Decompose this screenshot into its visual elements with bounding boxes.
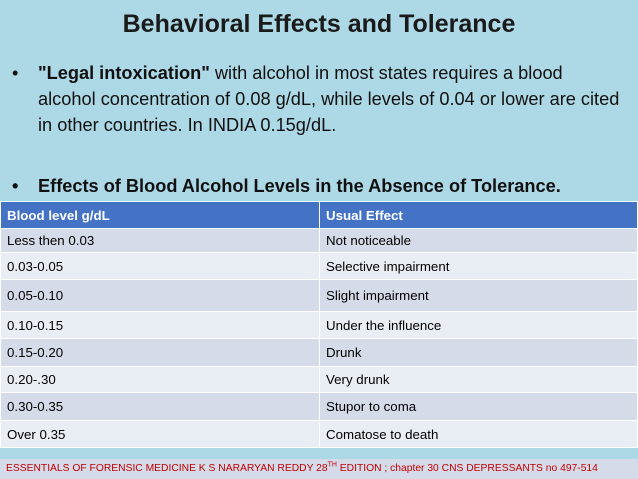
bullet-text: "Legal intoxication" with alcohol in mos… [38,60,622,138]
blood-level-cell: 0.15-0.20 [0,338,320,367]
effect-cell: Comatose to death [319,420,638,448]
bullet-dot: • [12,63,19,83]
effect-cell: Drunk [319,338,638,367]
blood-level-cell: Less then 0.03 [0,228,320,253]
table-row: 0.10-0.15 Under the influence [0,311,638,339]
citation-text: ESSENTIALS OF FORENSIC MEDICINE K S NARA… [6,463,328,474]
effect-cell: Selective impairment [319,252,638,280]
table-row: 0.03-0.05 Selective impairment [0,252,638,280]
header-blood-level: Blood level g/dL [0,201,320,229]
bullet-body: with alcohol in most states requires a b… [38,63,620,135]
effect-cell: Very drunk [319,366,638,393]
table-row: 0.05-0.10 Slight impairment [0,279,638,312]
table-row: Less then 0.03 Not noticeable [0,228,638,253]
blood-alcohol-effects-table: Blood level g/dL Usual Effect Less then … [0,201,638,448]
bullet-effects-heading: • Effects of Blood Alcohol Levels in the… [12,173,622,199]
source-citation-footer: ESSENTIALS OF FORENSIC MEDICINE K S NARA… [0,459,638,479]
table-row: 0.30-0.35 Stupor to coma [0,392,638,421]
table-header-row: Blood level g/dL Usual Effect [0,201,638,229]
blood-level-cell: Over 0.35 [0,420,320,448]
blood-level-cell: 0.30-0.35 [0,392,320,421]
slide-title: Behavioral Effects and Tolerance [122,10,516,38]
blood-level-cell: 0.10-0.15 [0,311,320,339]
effect-cell: Stupor to coma [319,392,638,421]
table-row: Over 0.35 Comatose to death [0,420,638,448]
bullet-text: Effects of Blood Alcohol Levels in the A… [38,176,561,196]
table-row: 0.20-.30 Very drunk [0,366,638,393]
effect-cell: Slight impairment [319,279,638,312]
header-usual-effect: Usual Effect [319,201,638,229]
citation-text-end: EDITION ; chapter 30 CNS DEPRESSANTS no … [336,463,598,474]
table-row: 0.15-0.20 Drunk [0,338,638,367]
effect-cell: Not noticeable [319,228,638,253]
blood-level-cell: 0.20-.30 [0,366,320,393]
bullet-bold-phrase: "Legal intoxication" [38,63,210,83]
citation-superscript: TH [327,461,337,469]
bullet-dot: • [12,176,19,196]
bullet-legal-intoxication: • "Legal intoxication" with alcohol in m… [12,60,622,138]
blood-level-cell: 0.05-0.10 [0,279,320,312]
blood-level-cell: 0.03-0.05 [0,252,320,280]
effect-cell: Under the influence [319,311,638,339]
